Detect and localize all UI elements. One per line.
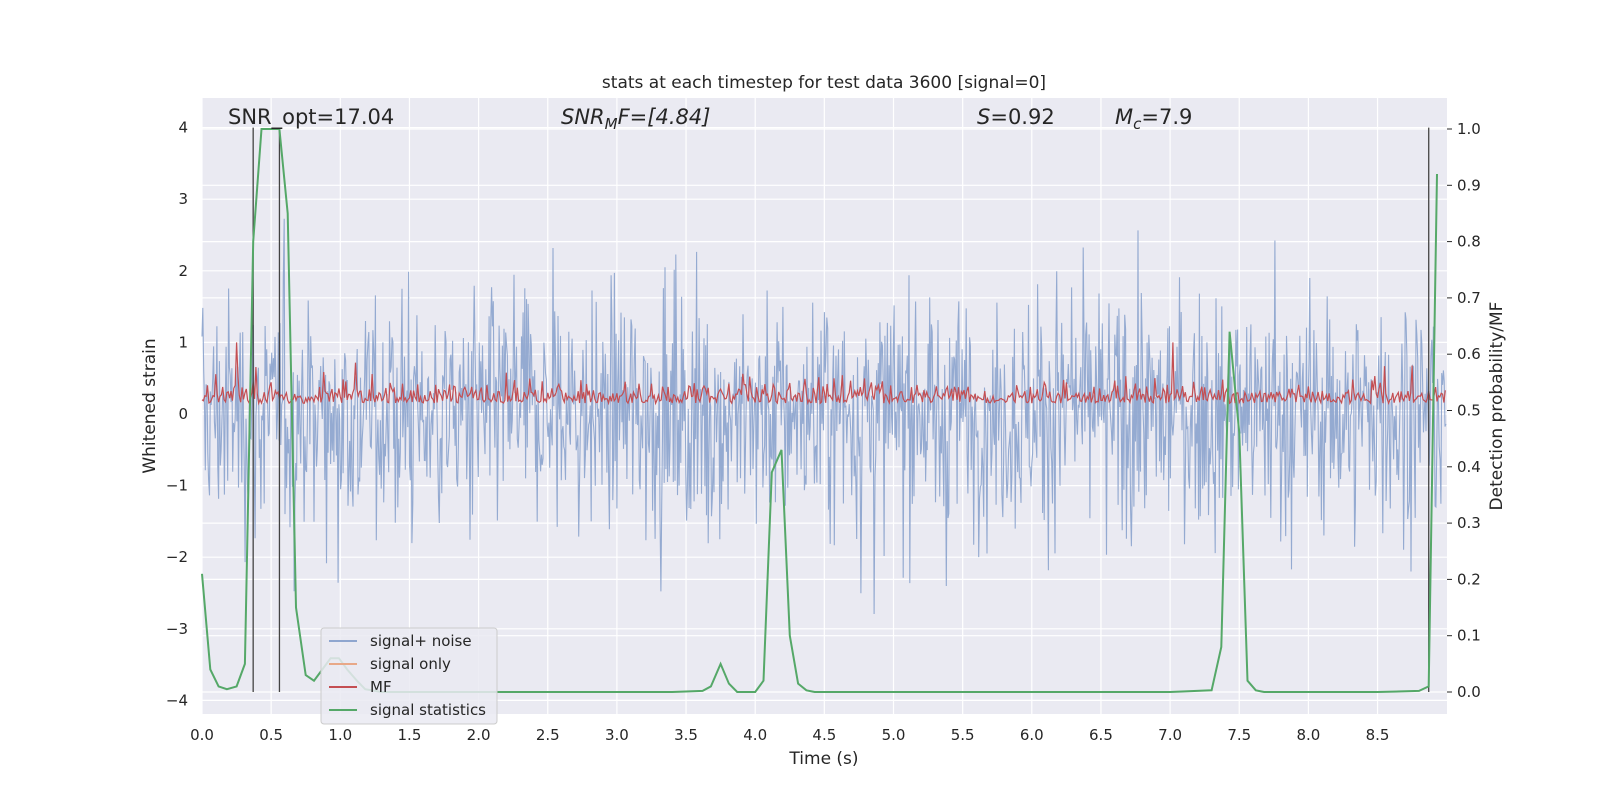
signal-statistics-series [201,128,1438,693]
x-tick-0.0: 0.0 [190,726,214,744]
y-right-tick-1.0: 1.0 [1457,120,1481,138]
y-right-tick-0.2: 0.2 [1457,570,1481,588]
annotation-snr-opt: SNR_opt=17.04 [228,105,394,130]
signal-statistics-line [201,128,1438,693]
x-tick-5.0: 5.0 [882,726,906,744]
chart-title: stats at each timestep for test data 360… [602,73,1046,93]
x-tick-1.5: 1.5 [398,726,422,744]
y-left-tick-4: 4 [178,119,188,137]
x-tick-3.0: 3.0 [605,726,629,744]
x-axis-label: Time (s) [788,749,858,769]
x-tick-4.5: 4.5 [812,726,836,744]
x-tick-3.5: 3.5 [674,726,698,744]
x-tick-6.0: 6.0 [1020,726,1044,744]
y-right-tick-0.4: 0.4 [1457,458,1481,476]
y-right-tick-0.5: 0.5 [1457,402,1481,420]
signal-noise-series [201,218,1447,615]
y-left-tick-labels: 4 3 2 1 0 −1 −2 −3 −4 [166,119,188,710]
y-right-tick-0.1: 0.1 [1457,627,1481,645]
y-left-tick-−4: −4 [166,691,188,709]
x-tick-7.5: 7.5 [1227,726,1251,744]
x-tick-1.0: 1.0 [328,726,352,744]
y-left-tick-3: 3 [178,190,188,208]
annotation-s: S=0.92 [977,105,1055,129]
legend: signal+ noise signal only MF signal stat… [320,627,498,725]
mf-line [201,342,1446,406]
y-left-tick-2: 2 [178,262,188,280]
x-tick-2.0: 2.0 [467,726,491,744]
x-tick-labels: 0.0 0.5 1.0 1.5 2.0 2.5 3.0 3.5 4.0 4.5 5.0 5.5 6.0 6… [190,726,1389,744]
y-left-tick-−1: −1 [166,477,188,495]
x-tick-8.0: 8.0 [1296,726,1320,744]
x-tick-0.5: 0.5 [259,726,283,744]
legend-label-signal-statistics: signal statistics [370,701,486,719]
y-left-tick-1: 1 [178,333,188,351]
y-right-axis-label: Detection probability/MF [1487,302,1507,511]
y-left-tick-0: 0 [178,405,188,423]
y-right-tick-0.3: 0.3 [1457,514,1481,532]
x-tick-2.5: 2.5 [536,726,560,744]
legend-label-signal-noise: signal+ noise [370,632,472,650]
y-left-tick-−2: −2 [166,548,188,566]
x-tick-4.0: 4.0 [743,726,767,744]
y-left-axis-label: Whitened strain [140,338,160,473]
x-tick-7.0: 7.0 [1158,726,1182,744]
x-tick-5.5: 5.5 [951,726,975,744]
y-right-tick-0.0: 0.0 [1457,683,1481,701]
x-tick-8.5: 8.5 [1366,726,1390,744]
signal-noise-line [201,218,1447,615]
x-tick-6.5: 6.5 [1089,726,1113,744]
y-right-tick-0.9: 0.9 [1457,176,1481,194]
y-right-tick-0.6: 0.6 [1457,345,1481,363]
vertical-markers [252,127,1430,692]
y-left-tick-−3: −3 [166,620,188,638]
legend-label-signal-only: signal only [370,655,451,673]
mf-series [201,342,1446,406]
y-right-tick-0.7: 0.7 [1457,289,1481,307]
annotation-mc: Mc=7.9 [1115,105,1192,133]
annotation-snr-mf: SNRMF=[4.84] [561,105,710,133]
legend-label-mf: MF [370,678,392,696]
y-right-tick-0.8: 0.8 [1457,233,1481,251]
y-right-tick-labels: 1.0 0.9 0.8 0.7 0.6 0.5 0.4 0.3 0.2 0.1 0.0 [1447,120,1481,701]
legend-box [320,627,498,725]
